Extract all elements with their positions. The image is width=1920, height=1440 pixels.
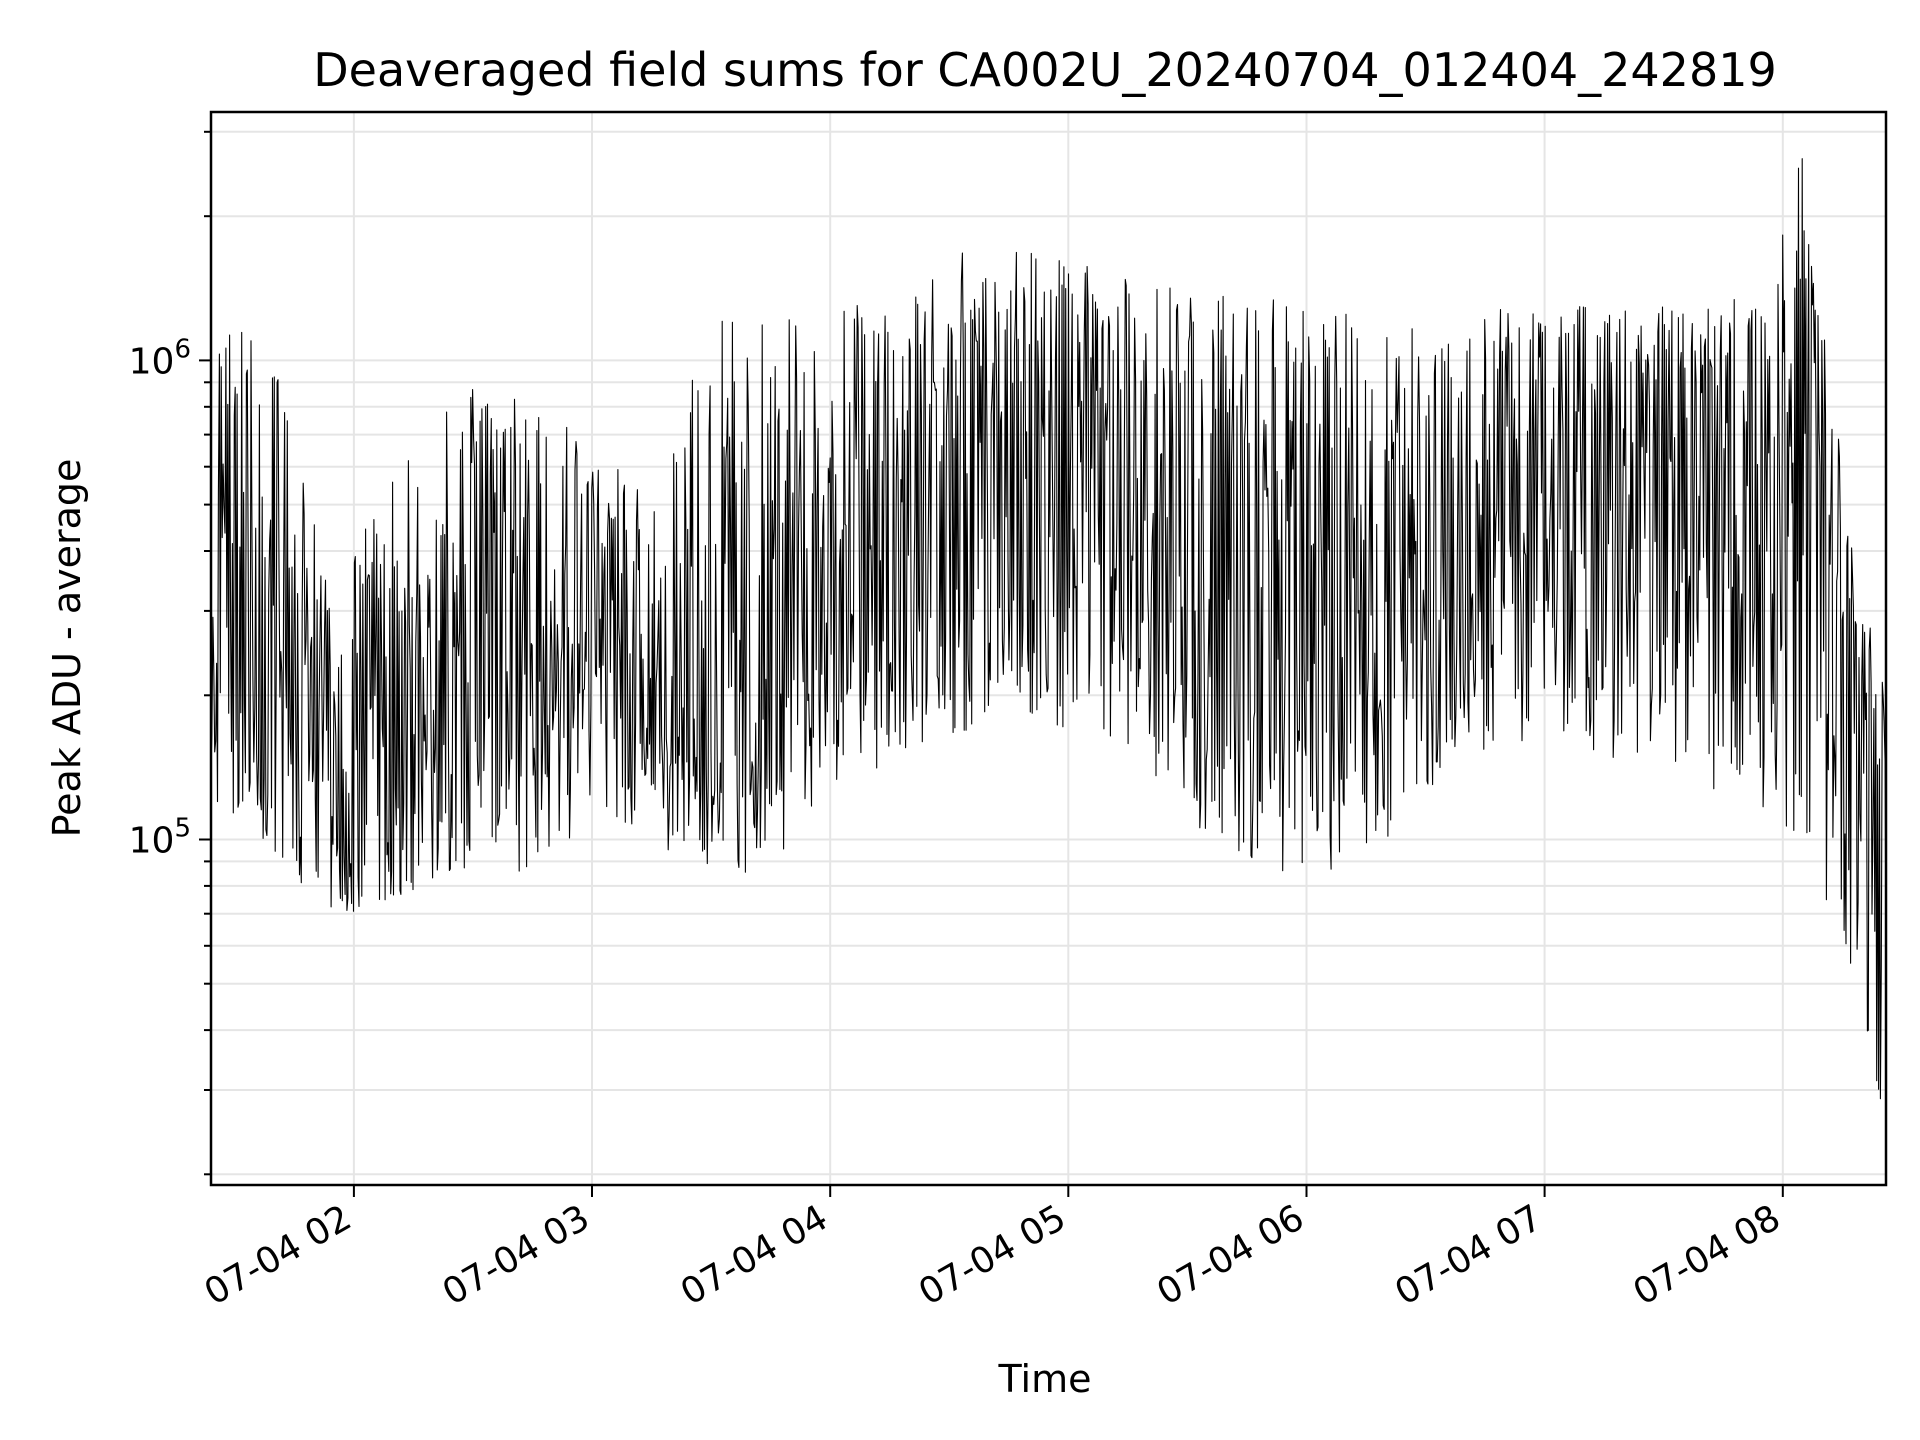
y-tick-exponent: 6 bbox=[174, 334, 191, 364]
y-tick-label: 105 bbox=[129, 814, 191, 862]
series-line bbox=[210, 158, 1887, 1100]
x-tick-label: 07-04 02 bbox=[198, 1197, 359, 1313]
x-axis-ticks: 07-04 02 07-04 03 07-04 04 07-04 05 07-04 06… bbox=[198, 1185, 1788, 1314]
x-tick-label: 07-04 08 bbox=[1627, 1197, 1788, 1313]
x-axis-label: Time bbox=[998, 1357, 1092, 1401]
x-tick-label: 07-04 07 bbox=[1388, 1197, 1549, 1313]
y-axis-label: Peak ADU - average bbox=[45, 459, 89, 838]
y-tick-base: 10 bbox=[129, 341, 175, 382]
x-tick-label: 07-04 04 bbox=[674, 1197, 835, 1313]
x-tick-label: 07-04 06 bbox=[1150, 1197, 1311, 1313]
series-layer bbox=[210, 158, 1887, 1100]
plot-frame bbox=[209, 110, 1888, 1187]
y-tick-exponent: 5 bbox=[174, 814, 191, 844]
x-tick-label: 07-04 03 bbox=[436, 1197, 597, 1313]
x-tick-label: 07-04 05 bbox=[912, 1197, 1073, 1313]
y-tick-base: 10 bbox=[129, 821, 175, 862]
y-tick-label: 106 bbox=[129, 334, 191, 382]
chart-title: Deaveraged field sums for CA002U_2024070… bbox=[313, 43, 1777, 97]
